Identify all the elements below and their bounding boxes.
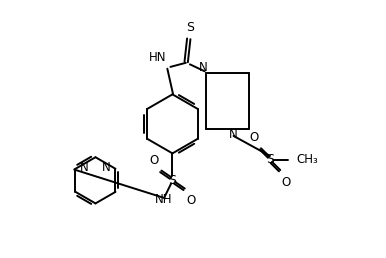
Text: N: N [80, 161, 89, 174]
Text: O: O [186, 194, 196, 207]
Text: S: S [168, 174, 176, 187]
Text: O: O [149, 154, 158, 167]
Text: N: N [102, 161, 111, 174]
Text: HN: HN [149, 51, 166, 64]
Text: CH₃: CH₃ [296, 153, 318, 166]
Text: O: O [281, 176, 291, 189]
Text: S: S [266, 153, 274, 166]
Text: N: N [229, 128, 237, 141]
Text: S: S [186, 21, 195, 34]
Text: NH: NH [155, 193, 172, 206]
Text: N: N [198, 61, 207, 74]
Text: O: O [249, 131, 259, 144]
